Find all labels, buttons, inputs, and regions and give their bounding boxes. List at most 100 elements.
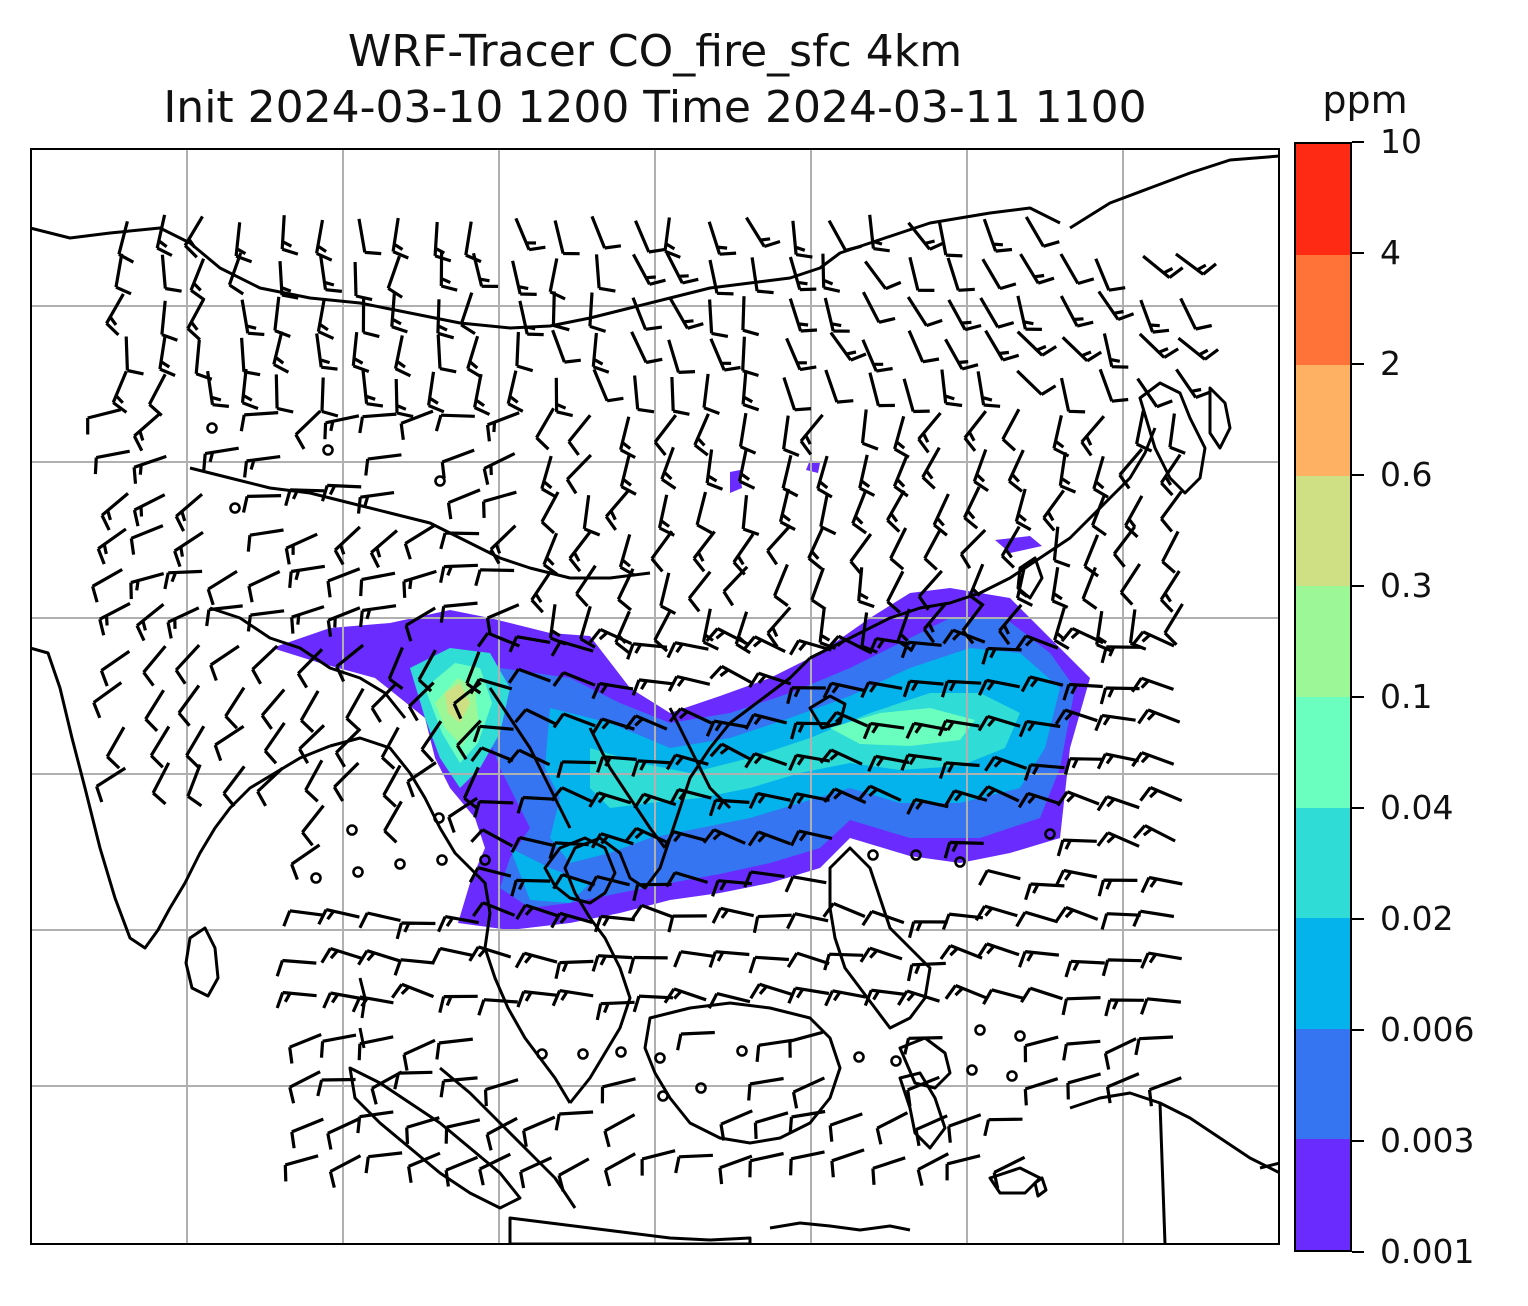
wind-barb xyxy=(1174,252,1218,276)
wind-barb xyxy=(657,494,676,537)
wind-barb xyxy=(741,370,760,412)
wind-barb xyxy=(326,606,361,637)
wind-barb xyxy=(748,1151,784,1178)
colorbar-tick-mark xyxy=(1352,252,1364,254)
wind-barb xyxy=(826,634,870,654)
calm-wind-marker xyxy=(310,872,322,884)
wind-barb xyxy=(351,995,394,1013)
wind-barb xyxy=(510,878,551,897)
wind-barb xyxy=(906,296,943,328)
wind-barb xyxy=(98,601,131,636)
wind-barb xyxy=(519,1156,553,1189)
wind-barb xyxy=(1023,1035,1059,1063)
colorbar-segment xyxy=(1296,475,1350,587)
wind-barb xyxy=(858,784,902,802)
wind-barb xyxy=(860,409,879,451)
colorbar-tick-mark xyxy=(1352,585,1364,587)
wind-barb xyxy=(473,800,514,818)
wind-barb xyxy=(705,627,749,646)
wind-barb xyxy=(1059,253,1095,286)
calm-wind-marker xyxy=(346,824,358,836)
colorbar-unit: ppm xyxy=(1322,78,1408,122)
calm-wind-marker xyxy=(966,1064,978,1076)
wind-barb xyxy=(742,635,786,654)
wind-barb xyxy=(158,335,176,377)
wind-barb xyxy=(393,335,412,378)
colorbar-tick-mark xyxy=(1352,696,1364,698)
wind-barb xyxy=(508,635,551,653)
wind-barb xyxy=(1056,838,1097,857)
wind-barb xyxy=(903,1036,943,1055)
wind-barb xyxy=(288,1033,322,1064)
colorbar-segment xyxy=(1296,807,1350,919)
wind-barb xyxy=(474,568,515,587)
wind-barb xyxy=(819,748,863,766)
wind-barb xyxy=(1132,824,1176,843)
wind-barb xyxy=(1020,986,1063,1004)
wind-barb xyxy=(166,606,200,639)
coastline-segment xyxy=(358,1027,366,1049)
wind-barb xyxy=(518,300,544,337)
wind-barb xyxy=(100,492,130,531)
wind-barb xyxy=(435,1037,473,1060)
wind-barb xyxy=(1020,675,1064,693)
wind-barb xyxy=(640,1149,676,1176)
wind-barb xyxy=(861,339,893,373)
wind-barb xyxy=(1061,996,1101,1016)
wind-barb xyxy=(129,572,165,600)
wind-barb xyxy=(823,787,867,805)
wind-barb xyxy=(142,645,167,687)
wind-barb xyxy=(239,411,279,432)
wind-barb xyxy=(984,329,1020,362)
wind-barb xyxy=(791,1076,826,1109)
wind-barb xyxy=(868,372,895,408)
wind-barb xyxy=(359,604,397,628)
coastline-segment xyxy=(828,846,932,1030)
wind-barb xyxy=(511,260,537,296)
wind-barb xyxy=(588,627,632,646)
wind-barb xyxy=(708,950,750,968)
calm-wind-marker xyxy=(479,854,491,866)
wind-barb xyxy=(202,446,239,471)
wind-barb xyxy=(1177,336,1220,361)
wind-barb xyxy=(530,570,552,614)
wind-barb xyxy=(473,373,491,416)
wind-barb xyxy=(183,215,204,259)
wind-barb xyxy=(1119,563,1142,606)
colorbar-tick-mark xyxy=(1352,363,1364,365)
wind-barb xyxy=(711,906,755,924)
calm-wind-marker xyxy=(577,1048,589,1060)
wind-barb xyxy=(674,1153,713,1174)
wind-barb xyxy=(722,565,749,607)
wind-barb xyxy=(631,903,675,920)
wind-barb xyxy=(669,298,704,330)
wind-barb xyxy=(741,495,760,537)
colorbar-tick-mark xyxy=(1352,1029,1364,1031)
wind-barb xyxy=(320,946,364,964)
wind-barb xyxy=(862,721,905,740)
wind-barb xyxy=(405,1116,440,1144)
wind-barb xyxy=(99,649,131,687)
wind-barb xyxy=(851,491,868,535)
wind-barb xyxy=(587,874,630,892)
calm-wind-marker xyxy=(654,1052,666,1064)
wind-barb xyxy=(1100,912,1141,930)
wind-barb xyxy=(256,767,284,807)
wind-barb xyxy=(288,1070,321,1104)
wind-barb xyxy=(380,726,400,770)
coastline-segment xyxy=(1138,381,1207,495)
colorbar-tick-label: 0.003 xyxy=(1380,1121,1475,1160)
wind-barb xyxy=(591,332,610,374)
calm-wind-marker xyxy=(229,502,241,514)
wind-barb xyxy=(227,252,245,296)
wind-barb xyxy=(420,720,443,763)
wind-barb xyxy=(444,1118,481,1144)
wind-barb xyxy=(582,494,601,537)
coastline-segment xyxy=(1259,1161,1280,1170)
wind-barb xyxy=(477,998,518,1016)
wind-barb xyxy=(667,674,711,692)
colorbar-tick-label: 0.04 xyxy=(1380,788,1454,827)
wind-barb xyxy=(653,414,678,456)
calm-wind-marker xyxy=(394,858,406,870)
wind-barb xyxy=(177,684,201,727)
